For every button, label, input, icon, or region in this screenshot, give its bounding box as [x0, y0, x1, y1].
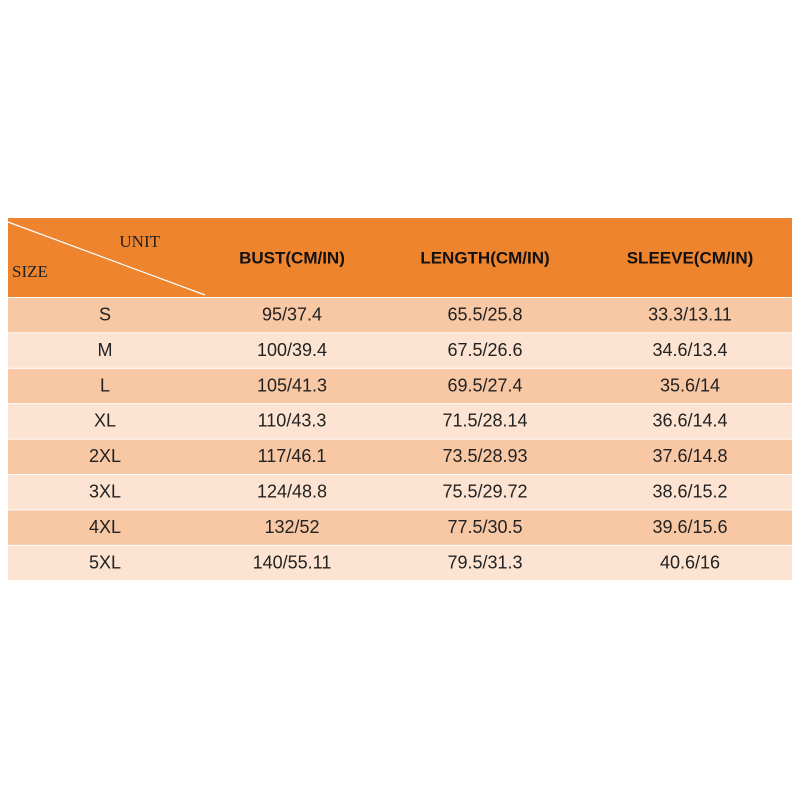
measure-cell: 39.6/15.6	[652, 517, 727, 537]
size-cell: M	[98, 340, 113, 360]
measure-cell: 100/39.4	[257, 340, 327, 360]
measure-cell: 73.5/28.93	[442, 446, 527, 466]
measure-cell: 75.5/29.72	[442, 481, 527, 501]
measure-cell: 69.5/27.4	[447, 375, 522, 395]
measure-cell: 79.5/31.3	[447, 552, 522, 572]
size-cell: 5XL	[89, 552, 121, 572]
measure-cell: 105/41.3	[257, 375, 327, 395]
measure-cell: 77.5/30.5	[447, 517, 522, 537]
table-row	[8, 333, 792, 368]
size-cell: 4XL	[89, 517, 121, 537]
measure-cell: 95/37.4	[262, 304, 322, 324]
table-body: S 95/37.4 65.5/25.8 33.3/13.11 M 100/39.4 67.5…	[8, 298, 792, 581]
unit-label: UNIT	[119, 232, 160, 251]
table-row	[8, 545, 792, 581]
size-cell: 2XL	[89, 446, 121, 466]
measure-cell: 65.5/25.8	[447, 304, 522, 324]
table-row	[8, 368, 792, 404]
measure-cell: 35.6/14	[660, 375, 720, 395]
measure-cell: 33.3/13.11	[648, 304, 732, 324]
column-header: BUST(CM/IN)	[239, 248, 345, 267]
size-cell: S	[99, 304, 111, 324]
size-label: SIZE	[12, 262, 48, 281]
measure-cell: 71.5/28.14	[442, 411, 527, 431]
table-row	[8, 510, 792, 545]
measure-cell: 40.6/16	[660, 552, 720, 572]
measure-cell: 38.6/15.2	[652, 481, 727, 501]
measure-cell: 140/55.11	[253, 552, 332, 572]
column-header: SLEEVE(CM/IN)	[627, 248, 754, 267]
table-row	[8, 298, 792, 333]
measure-cell: 124/48.8	[257, 481, 327, 501]
measure-cell: 132/52	[264, 517, 319, 537]
table-row	[8, 439, 792, 474]
column-header: LENGTH(CM/IN)	[420, 248, 549, 267]
measure-cell: 117/46.1	[258, 446, 327, 466]
table-row	[8, 475, 792, 510]
measure-cell: 36.6/14.4	[652, 411, 727, 431]
measure-cell: 34.6/13.4	[652, 340, 727, 360]
table-row	[8, 404, 792, 439]
size-cell: 3XL	[89, 481, 121, 501]
size-cell: L	[100, 375, 110, 395]
measure-cell: 110/43.3	[258, 411, 327, 431]
header-row	[8, 218, 792, 297]
corner-diagonal	[7, 221, 206, 296]
size-cell: XL	[94, 411, 116, 431]
measure-cell: 37.6/14.8	[652, 446, 727, 466]
measure-cell: 67.5/26.6	[447, 340, 522, 360]
